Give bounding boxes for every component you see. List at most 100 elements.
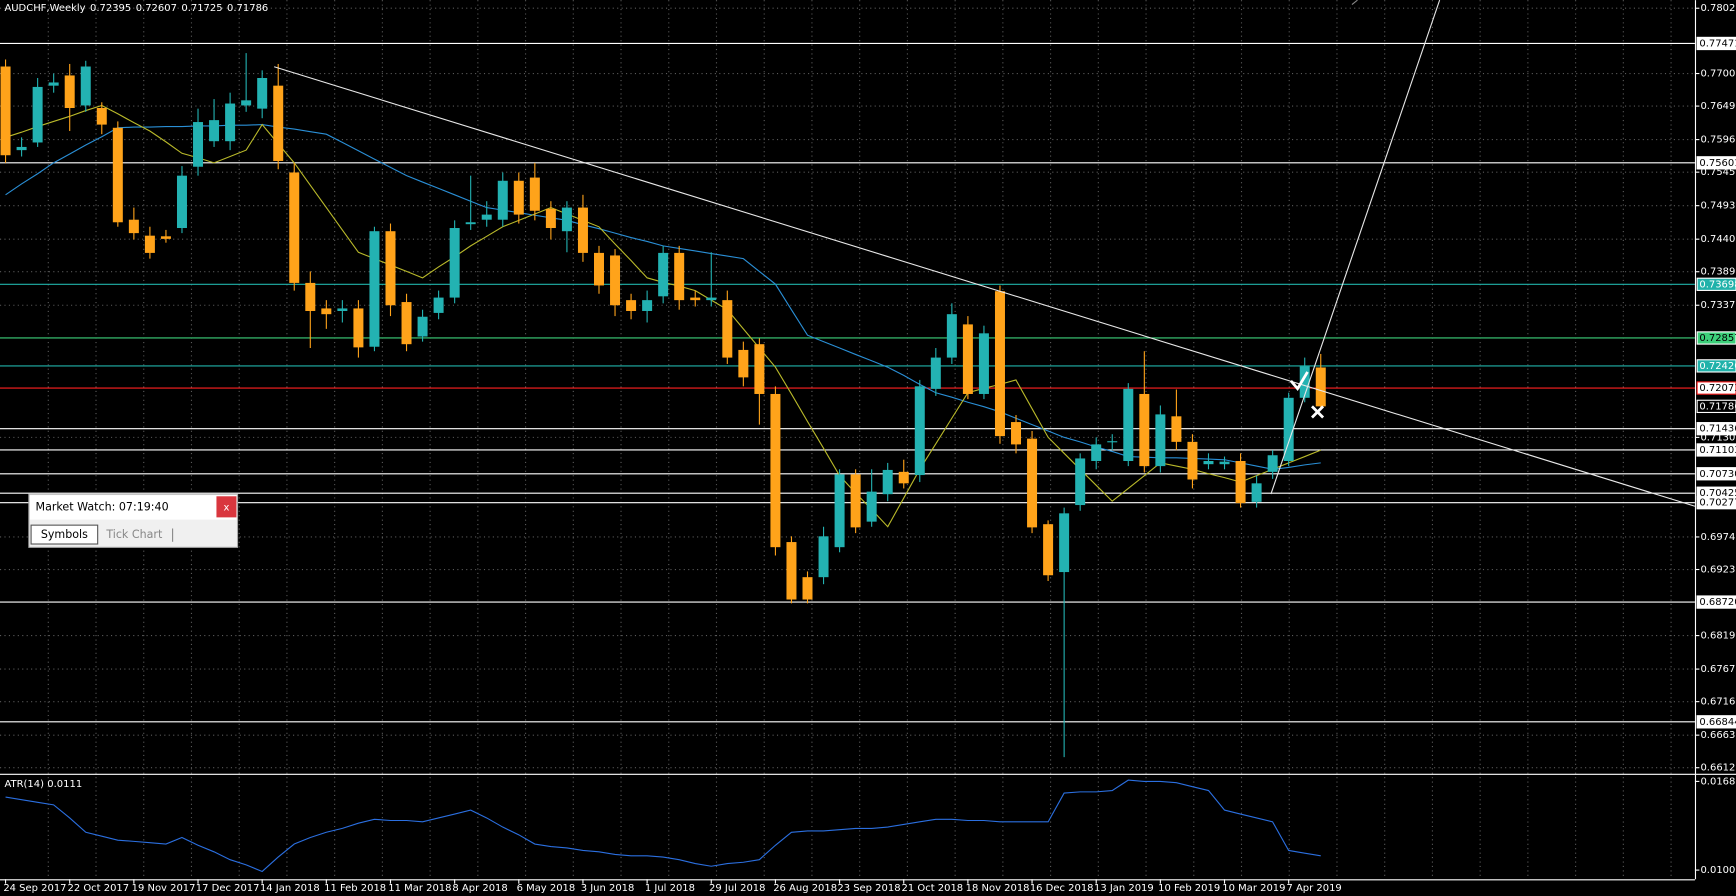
check-marker: [1289, 371, 1309, 391]
candle-body: [690, 297, 701, 301]
indicator-name: ATR(14): [4, 779, 44, 790]
cross-marker: [1311, 405, 1325, 419]
candle-body: [16, 146, 27, 151]
level-label: 0.71436: [1699, 424, 1736, 435]
level-label-box: [1696, 156, 1736, 170]
y-tick-label: 0.74405: [1700, 234, 1736, 245]
y-tick-label: 0.68195: [1700, 631, 1736, 642]
candle-body: [1299, 366, 1310, 398]
candle-body: [289, 172, 300, 283]
candle-body: [914, 386, 925, 476]
trend-line: [273, 66, 1696, 507]
tab-label[interactable]: Tick Chart: [105, 528, 163, 541]
tab-label[interactable]: Symbols: [41, 528, 88, 541]
candle-body: [1107, 441, 1118, 443]
candle-body: [642, 300, 653, 311]
x-tick-label: 10 Feb 2019: [1158, 883, 1220, 894]
candle-body: [1251, 483, 1262, 502]
level-label-box: [1696, 381, 1736, 395]
close-button[interactable]: [216, 496, 237, 518]
close-button-label[interactable]: x: [223, 502, 229, 513]
candle-body: [1203, 460, 1214, 465]
candle-body: [1091, 444, 1102, 461]
x-tick-label: 7 Apr 2019: [1286, 883, 1341, 894]
candle-body: [818, 536, 829, 578]
level-label: 0.70277: [1699, 498, 1736, 509]
tab-active[interactable]: [30, 524, 99, 545]
candle-body: [1235, 460, 1246, 504]
atr-line: [5, 779, 1321, 873]
level-label: 0.72857: [1699, 333, 1736, 344]
candle-body: [529, 177, 540, 211]
chart-title: AUDCHF,Weekly 0.72395 0.72607 0.71725 0.7178…: [4, 3, 268, 14]
candle-body: [1059, 513, 1070, 573]
candle-body: [401, 302, 412, 345]
y-tick-label: 0.66125: [1700, 763, 1736, 774]
candle-body: [577, 207, 588, 253]
candle-body: [1187, 441, 1198, 480]
market-watch-titlebar: [29, 495, 237, 520]
level-label: 0.75601: [1699, 158, 1736, 169]
candle-body: [545, 208, 556, 229]
candle-body: [962, 324, 973, 394]
candle-body: [1219, 461, 1230, 465]
candle-body: [80, 66, 91, 106]
date-axis: 24 Sep 2017 22 Oct 2017 19 Nov 2017 17 Dec …: [3, 879, 1342, 894]
trend-line-stub: [1351, 0, 1358, 5]
trend-line: [1270, 0, 1441, 495]
candle-body: [722, 300, 733, 358]
candle-body: [112, 127, 123, 223]
price-label: 0.71786: [1699, 401, 1736, 412]
candle-body: [353, 308, 364, 348]
atr-tick-label: 0.0168: [1700, 776, 1735, 787]
candle-body: [1171, 416, 1182, 442]
candle-body: [96, 108, 107, 125]
candle-body: [449, 228, 460, 298]
candle-body: [273, 85, 284, 161]
level-label-box: [1696, 36, 1736, 51]
atr-tick-label: 0.0100: [1700, 865, 1735, 876]
candle-body: [241, 100, 252, 106]
low-value: 0.71725: [181, 3, 222, 14]
candle-body: [754, 344, 765, 394]
market-watch-title: Market Watch: 07:19:40: [36, 500, 169, 513]
candle-body: [658, 252, 669, 297]
high-value: 0.72607: [136, 3, 177, 14]
level-label: 0.73698: [1699, 279, 1736, 290]
candle-body: [257, 78, 268, 109]
x-tick-label: 10 Mar 2019: [1222, 883, 1285, 894]
candle-body: [978, 333, 989, 394]
candle-body: [209, 120, 220, 142]
candle-body: [834, 474, 845, 548]
candle-body: [337, 308, 348, 311]
candle-body: [321, 308, 332, 315]
close-value: 0.71786: [227, 3, 268, 14]
candle-body: [626, 300, 637, 311]
level-label-box: [1696, 595, 1736, 609]
candle-body: [1283, 397, 1294, 461]
y-tick-label: 0.78023: [1700, 3, 1736, 14]
market-watch: Market Watch: 07:19:40 x Symbols Tick Ch…: [28, 493, 239, 548]
y-tick-label: 0.75455: [1700, 167, 1736, 178]
level-label-box: [1696, 277, 1736, 291]
candle-body: [481, 214, 492, 220]
candle-body: [561, 207, 572, 232]
candle-body: [1027, 438, 1038, 528]
level-label-box: [1696, 443, 1736, 457]
candle-body: [144, 235, 155, 253]
candle-body: [417, 316, 428, 337]
x-tick-label: 1 Jul 2018: [645, 883, 695, 894]
x-tick-label: 6 May 2018: [517, 883, 576, 894]
x-tick-label: 8 Apr 2018: [452, 883, 507, 894]
level-label-box: [1696, 359, 1736, 373]
candle-body: [1075, 458, 1086, 506]
candle-body: [930, 357, 941, 389]
candle-body: [1155, 414, 1166, 467]
grid: [0, 0, 1695, 880]
candle-body: [1043, 524, 1054, 576]
candle-body: [994, 291, 1005, 437]
